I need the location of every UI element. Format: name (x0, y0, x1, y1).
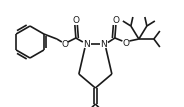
Text: N: N (100, 39, 107, 48)
Text: O: O (72, 16, 79, 25)
Text: O: O (122, 39, 129, 48)
Text: N: N (84, 39, 90, 48)
Text: O: O (61, 39, 68, 48)
Text: O: O (112, 16, 119, 25)
